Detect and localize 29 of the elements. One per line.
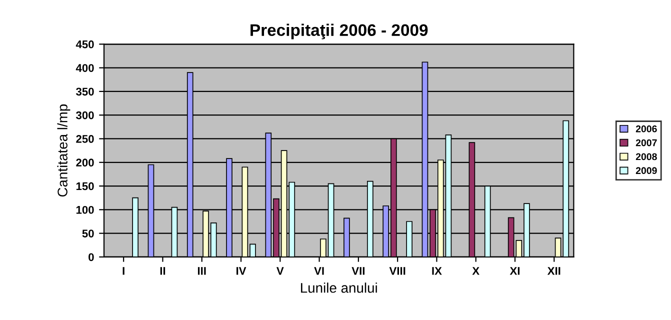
- y-tick-label: 50: [82, 230, 94, 238]
- chart-title: Precipitaţii 2006 - 2009: [250, 24, 428, 40]
- x-tick-label: VII: [352, 267, 364, 275]
- y-tick-label: 200: [76, 158, 94, 167]
- y-tick-label: 450: [76, 40, 94, 48]
- legend-label: 2009: [636, 167, 657, 174]
- x-tick-label: IV: [236, 267, 246, 275]
- x-tick-label: IX: [432, 267, 442, 275]
- x-tick-label: II: [160, 267, 166, 275]
- x-tick-label: I: [122, 267, 124, 275]
- y-tick-label: 150: [76, 182, 94, 190]
- x-tick-label: X: [472, 267, 480, 275]
- legend-label: 2008: [636, 153, 657, 160]
- x-tick-label: VI: [314, 267, 324, 275]
- y-tick-label: 100: [76, 206, 94, 214]
- legend-label: 2007: [636, 139, 657, 146]
- y-tick-label: 0: [88, 253, 94, 262]
- x-tick-label: VIII: [389, 267, 406, 275]
- x-tick-label: XI: [510, 267, 520, 275]
- y-tick-label: 300: [76, 111, 94, 120]
- x-tick-label: XII: [547, 267, 560, 275]
- y-axis-title: Cantitatea l/mp: [57, 104, 70, 197]
- x-tick-label: III: [198, 267, 206, 275]
- y-tick-label: 250: [76, 135, 94, 143]
- legend-label: 2006: [636, 125, 657, 132]
- y-tick-label: 400: [76, 64, 94, 72]
- x-axis-title: Lunile anului: [301, 282, 377, 293]
- y-tick-label: 350: [76, 88, 94, 96]
- x-tick-label: V: [276, 267, 284, 275]
